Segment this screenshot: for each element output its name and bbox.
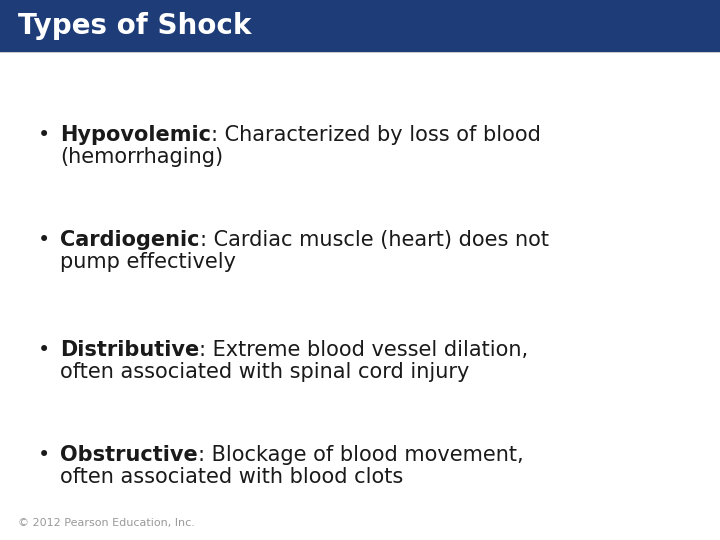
Text: often associated with spinal cord injury: often associated with spinal cord injury: [60, 362, 469, 382]
Text: : Characterized by loss of blood: : Characterized by loss of blood: [211, 125, 541, 145]
Text: Distributive: Distributive: [60, 340, 199, 360]
Text: Hypovolemic: Hypovolemic: [60, 125, 211, 145]
Text: •: •: [38, 125, 50, 145]
Text: Types of Shock: Types of Shock: [18, 12, 251, 40]
Text: pump effectively: pump effectively: [60, 252, 236, 272]
Text: Obstructive: Obstructive: [60, 445, 198, 465]
Text: © 2012 Pearson Education, Inc.: © 2012 Pearson Education, Inc.: [18, 518, 195, 528]
Text: : Extreme blood vessel dilation,: : Extreme blood vessel dilation,: [199, 340, 528, 360]
Text: Cardiogenic: Cardiogenic: [60, 230, 199, 250]
Text: •: •: [38, 340, 50, 360]
Bar: [0, 0, 720, 52]
Bar: [0, 52, 720, 53]
Text: •: •: [38, 445, 50, 465]
Text: •: •: [38, 230, 50, 250]
Text: (hemorrhaging): (hemorrhaging): [60, 147, 223, 167]
Text: : Blockage of blood movement,: : Blockage of blood movement,: [198, 445, 523, 465]
Text: : Cardiac muscle (heart) does not: : Cardiac muscle (heart) does not: [199, 230, 549, 250]
Text: often associated with blood clots: often associated with blood clots: [60, 467, 403, 487]
